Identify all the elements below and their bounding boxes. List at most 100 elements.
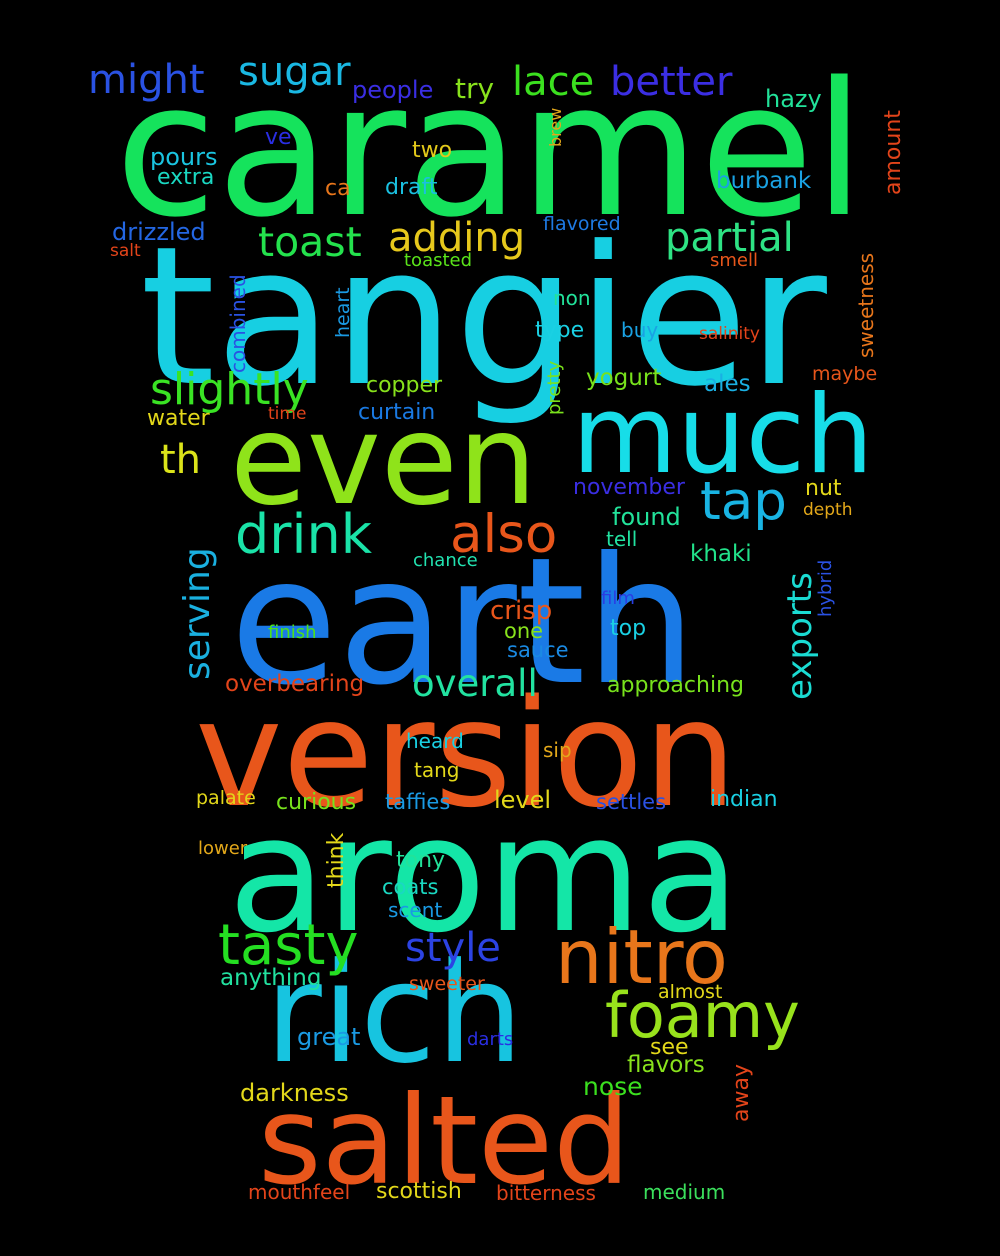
word: pretty bbox=[544, 360, 565, 415]
word: one bbox=[504, 619, 544, 643]
word: hybrid bbox=[815, 559, 836, 617]
word: scent bbox=[388, 898, 443, 922]
word: pours bbox=[150, 143, 218, 171]
word: two bbox=[412, 138, 453, 163]
word: bitterness bbox=[496, 1181, 596, 1205]
word: tasty bbox=[218, 913, 359, 978]
word: november bbox=[573, 475, 685, 500]
word: earth bbox=[230, 521, 697, 724]
word: medium bbox=[643, 1180, 726, 1204]
word: approaching bbox=[607, 673, 744, 698]
word: also bbox=[450, 504, 558, 565]
word: flavors bbox=[627, 1052, 705, 1078]
word: extra bbox=[157, 165, 215, 190]
word: yogurt bbox=[586, 365, 662, 391]
word: tony bbox=[396, 848, 446, 873]
word: tap bbox=[700, 471, 787, 532]
word: water bbox=[147, 406, 210, 431]
word: curious bbox=[276, 790, 357, 815]
word: caramel bbox=[115, 42, 865, 258]
word: type bbox=[535, 318, 585, 343]
word: level bbox=[494, 786, 552, 814]
word: indian bbox=[710, 787, 778, 812]
word: nut bbox=[805, 476, 842, 501]
word: sweeter bbox=[409, 973, 485, 995]
word: darts bbox=[467, 1029, 514, 1050]
word: serving bbox=[177, 547, 218, 680]
word: heart bbox=[332, 287, 354, 338]
word: salted bbox=[258, 1070, 631, 1212]
word: salinity bbox=[699, 324, 760, 344]
word: curtain bbox=[358, 400, 436, 425]
word: aroma bbox=[228, 781, 741, 968]
word: foamy bbox=[605, 979, 800, 1052]
word: toasted bbox=[404, 250, 473, 271]
word: ve bbox=[265, 125, 292, 150]
word: toast bbox=[258, 218, 362, 266]
word: great bbox=[297, 1023, 361, 1051]
word: taffies bbox=[385, 790, 451, 814]
word: nitro bbox=[555, 913, 728, 1001]
word: scottish bbox=[376, 1179, 462, 1204]
word: might bbox=[88, 57, 205, 103]
word: burbank bbox=[716, 168, 812, 194]
word: mouthfeel bbox=[248, 1180, 351, 1204]
word: anything bbox=[220, 965, 322, 991]
word: maybe bbox=[812, 363, 878, 385]
word: people bbox=[352, 76, 434, 104]
word: top bbox=[610, 616, 647, 641]
word: found bbox=[612, 503, 681, 531]
word: copper bbox=[366, 373, 443, 398]
word: salt bbox=[110, 241, 141, 261]
word: style bbox=[405, 925, 501, 971]
word: combined bbox=[226, 274, 250, 373]
word: film bbox=[601, 588, 635, 609]
word: lace bbox=[512, 59, 595, 105]
word: ales bbox=[704, 371, 751, 397]
word: chance bbox=[413, 550, 478, 571]
word: slightly bbox=[150, 364, 309, 415]
word: think bbox=[324, 832, 349, 888]
word: drizzled bbox=[112, 218, 206, 246]
word: much bbox=[572, 373, 874, 498]
word: ca bbox=[325, 176, 351, 201]
word: overall bbox=[412, 662, 538, 705]
word: th bbox=[160, 437, 202, 483]
word: nose bbox=[583, 1072, 643, 1101]
word: smell bbox=[710, 250, 758, 271]
word: palate bbox=[196, 787, 256, 809]
word: adding bbox=[388, 215, 526, 261]
word: tang bbox=[414, 758, 460, 782]
word: see bbox=[650, 1035, 689, 1060]
word: flavored bbox=[543, 213, 621, 235]
word: time bbox=[268, 404, 307, 424]
word: away bbox=[729, 1064, 754, 1122]
word: exports bbox=[780, 572, 820, 700]
word: heard bbox=[406, 729, 464, 753]
word: finish bbox=[268, 622, 317, 643]
word: khaki bbox=[690, 541, 752, 567]
word: non bbox=[553, 286, 591, 310]
word: rich bbox=[265, 933, 524, 1094]
word: depth bbox=[803, 500, 853, 520]
word: coats bbox=[382, 875, 439, 899]
word: overbearing bbox=[225, 671, 365, 697]
word: darkness bbox=[240, 1079, 349, 1107]
word: try bbox=[455, 72, 495, 105]
word: even bbox=[230, 388, 538, 533]
word: almost bbox=[658, 981, 723, 1003]
word: buy bbox=[621, 318, 659, 342]
word: better bbox=[610, 59, 733, 105]
word: sip bbox=[543, 738, 572, 762]
word: version bbox=[195, 668, 738, 840]
word: sauce bbox=[507, 638, 569, 662]
word: brew bbox=[546, 107, 565, 147]
word: amount bbox=[881, 110, 906, 195]
word: settles bbox=[596, 790, 667, 814]
word: sugar bbox=[238, 49, 351, 95]
word: crisp bbox=[490, 596, 553, 626]
word: tell bbox=[606, 527, 638, 551]
word: sweetness bbox=[854, 252, 878, 358]
word: drink bbox=[235, 503, 372, 566]
